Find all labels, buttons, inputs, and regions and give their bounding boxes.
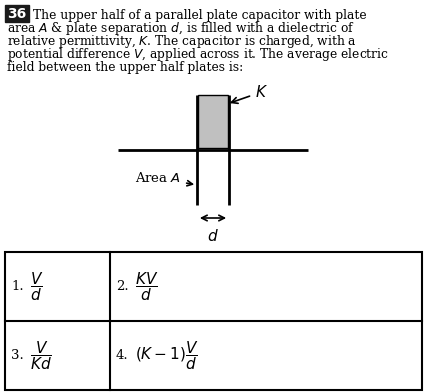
Text: Area $A$: Area $A$ [135,171,192,186]
Text: $\dfrac{KV}{d}$: $\dfrac{KV}{d}$ [135,270,158,303]
Text: potential difference $V$, applied across it. The average electric: potential difference $V$, applied across… [7,45,388,62]
Bar [5,5,29,22]
Text: $\dfrac{V}{Kd}$: $\dfrac{V}{Kd}$ [30,339,52,372]
Text: $(K-1)\dfrac{V}{d}$: $(K-1)\dfrac{V}{d}$ [135,339,198,372]
Text: 3.: 3. [11,349,24,362]
Text: area $A$ & plate separation $d$, is filled with a dielectric of: area $A$ & plate separation $d$, is fill… [7,20,354,36]
Text: 1.: 1. [11,280,23,293]
Text: 4.: 4. [116,349,128,362]
Text: The upper half of a parallel plate capacitor with plate: The upper half of a parallel plate capac… [33,9,366,22]
Text: $d$: $d$ [207,228,219,244]
Text: relative permittivity, $K$. The capacitor is charged, with a: relative permittivity, $K$. The capacito… [7,33,356,49]
Bar [198,95,227,148]
Text: 36: 36 [7,7,26,20]
Text: field between the upper half plates is:: field between the upper half plates is: [7,60,243,74]
Bar [5,252,421,390]
Text: $\dfrac{V}{d}$: $\dfrac{V}{d}$ [30,270,43,303]
Text: 2.: 2. [116,280,128,293]
Text: $K$: $K$ [231,84,268,103]
